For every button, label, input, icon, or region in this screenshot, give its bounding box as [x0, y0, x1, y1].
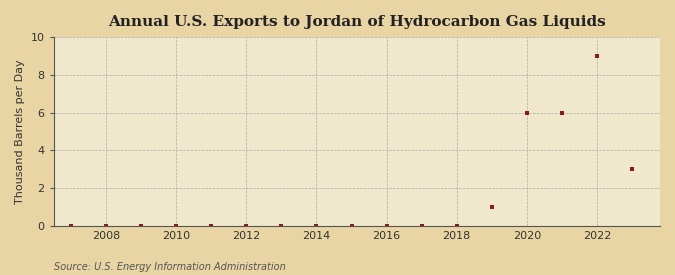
Y-axis label: Thousand Barrels per Day: Thousand Barrels per Day: [15, 59, 25, 204]
Title: Annual U.S. Exports to Jordan of Hydrocarbon Gas Liquids: Annual U.S. Exports to Jordan of Hydroca…: [108, 15, 605, 29]
Text: Source: U.S. Energy Information Administration: Source: U.S. Energy Information Administ…: [54, 262, 286, 272]
